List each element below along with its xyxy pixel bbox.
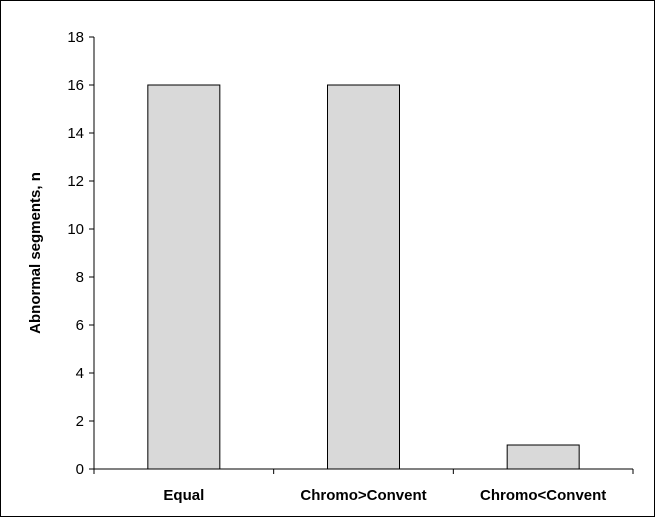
y-tick-label-18: 18 xyxy=(67,29,84,46)
y-tick-label-14: 14 xyxy=(67,125,84,142)
y-tick-label-10: 10 xyxy=(67,221,84,238)
category-label-1: Chromo>Convent xyxy=(300,487,426,504)
category-labels: Equal Chromo>Convent Chromo<Convent xyxy=(163,487,606,504)
y-tick-label-0: 0 xyxy=(76,461,84,478)
y-tick-label-4: 4 xyxy=(76,365,84,382)
bars xyxy=(147,84,580,470)
y-axis-title: Abnormal segments, n xyxy=(27,172,44,334)
category-label-2: Chromo<Convent xyxy=(480,487,606,504)
category-label-0: Equal xyxy=(163,487,204,504)
bar-2 xyxy=(506,444,580,470)
y-tick-label-2: 2 xyxy=(76,413,84,430)
y-axis-ticks: 0 2 4 6 8 10 12 14 16 18 xyxy=(67,29,94,478)
x-axis-ticks xyxy=(93,469,634,474)
bar-0 xyxy=(147,84,221,470)
y-tick-label-16: 16 xyxy=(67,77,84,94)
y-tick-label-12: 12 xyxy=(67,173,84,190)
y-tick-label-6: 6 xyxy=(76,317,84,334)
bar-1 xyxy=(327,84,400,470)
y-tick-label-8: 8 xyxy=(76,269,84,286)
